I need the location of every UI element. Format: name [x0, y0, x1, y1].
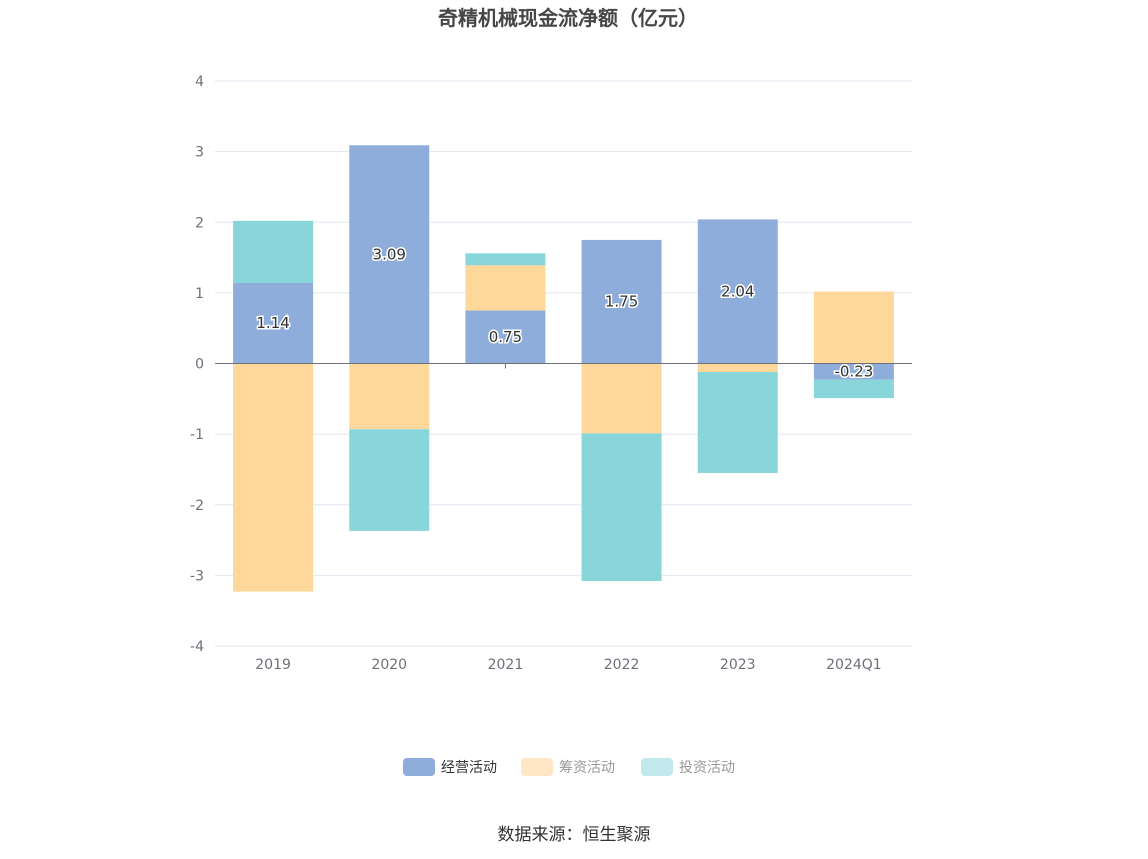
legend: 经营活动 筹资活动 投资活动: [403, 758, 735, 776]
x-tick-label: 2020: [371, 657, 407, 673]
x-tick-label: 2024Q1: [826, 657, 882, 673]
data-label-2023: 2.04: [721, 282, 754, 300]
bar-2020-series-2: [349, 429, 430, 531]
x-tick-label: 2023: [720, 657, 756, 673]
legend-label: 经营活动: [441, 760, 497, 776]
zero-axis: [215, 363, 912, 369]
bar-2023-series-2: [697, 371, 778, 473]
bars: [233, 145, 894, 592]
x-axis: 2019 2020 2021 2022 2023 2024Q1: [255, 657, 881, 673]
bar-2019-series-2: [233, 220, 314, 283]
bar-2024Q1-series-0: [813, 363, 894, 380]
y-tick-label: 2: [195, 215, 204, 231]
grid-lines: [215, 80, 912, 647]
bar-2021-series-2: [465, 253, 546, 266]
bar-2020-series-1: [349, 363, 430, 430]
legend-swatch: [641, 758, 673, 776]
y-tick-label: -1: [190, 427, 204, 443]
bar-2022-series-1: [581, 363, 662, 434]
data-labels: 1.14 3.09 0.75 1.75 2.04 -0.23: [255, 244, 875, 382]
chart-title: 奇精机械现金流净额（亿元）: [438, 6, 698, 30]
legend-label: 筹资活动: [559, 759, 615, 776]
bar-2021-series-0: [465, 310, 546, 364]
bar-2024Q1-series-1: [813, 291, 894, 364]
x-tick-label: 2019: [255, 657, 291, 673]
data-label-2021: 0.75: [489, 328, 522, 346]
legend-swatch: [521, 758, 553, 776]
data-label-2022: 1.75: [605, 293, 638, 311]
legend-swatch: [403, 758, 435, 776]
legend-item-1[interactable]: 筹资活动: [521, 758, 615, 776]
y-tick-label: -4: [190, 639, 204, 655]
bar-2020-series-0: [349, 145, 430, 364]
bar-2023-series-1: [697, 363, 778, 372]
y-tick-label: -2: [190, 498, 204, 514]
bar-2019-series-0: [233, 282, 314, 364]
bar-2021-series-1: [465, 265, 546, 311]
y-tick-label: 3: [195, 145, 204, 161]
legend-item-0[interactable]: 经营活动: [403, 758, 497, 776]
y-tick-label: -3: [190, 568, 204, 584]
x-tick-label: 2021: [488, 657, 524, 673]
data-label-2024Q1: -0.23: [835, 363, 874, 381]
legend-item-2[interactable]: 投资活动: [641, 758, 735, 776]
y-tick-label: 0: [195, 357, 204, 373]
data-source: 数据来源：恒生聚源: [498, 825, 651, 845]
bar-2024Q1-series-2: [813, 379, 894, 399]
y-axis: 4 3 2 1 0 -1 -2 -3 -4: [190, 74, 204, 655]
legend-label: 投资活动: [679, 760, 735, 776]
bar-2022-series-0: [581, 239, 662, 364]
x-tick-label: 2022: [604, 657, 640, 673]
bar-2022-series-2: [581, 433, 662, 582]
data-label-2020: 3.09: [373, 245, 406, 263]
y-tick-label: 1: [195, 286, 204, 302]
y-tick-label: 4: [195, 74, 204, 90]
bar-2019-series-1: [233, 363, 314, 592]
bar-2023-series-0: [697, 219, 778, 364]
data-label-2019: 1.14: [256, 314, 289, 332]
